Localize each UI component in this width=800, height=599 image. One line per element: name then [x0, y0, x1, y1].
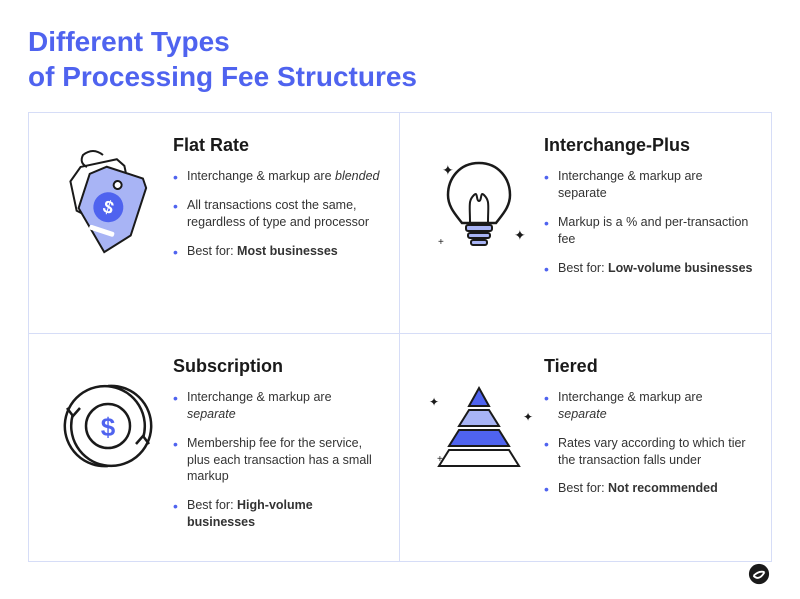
bullet-list: Interchange & markup are blended All tra… — [173, 168, 381, 260]
bullet: Membership fee for the service, plus eac… — [173, 435, 381, 486]
svg-text:✦: ✦ — [514, 227, 526, 243]
bullet: Best for: Low-volume businesses — [544, 260, 753, 277]
fee-structure-grid: $ Flat Rate Interchange & markup are ble… — [28, 112, 772, 562]
bullet: All transactions cost the same, regardle… — [173, 197, 381, 231]
svg-text:✦: ✦ — [523, 410, 533, 424]
page-title: Different Types of Processing Fee Struct… — [28, 24, 772, 94]
refresh-dollar-icon: $ — [43, 366, 173, 486]
price-tag-icon: $ — [43, 145, 173, 265]
bullet-list: Interchange & markup are separate Rates … — [544, 389, 753, 497]
pyramid-icon: ✦ ✦ + — [414, 366, 544, 486]
bullet: Interchange & markup are separate — [173, 389, 381, 423]
card-title: Tiered — [544, 356, 753, 377]
title-line-2: of Processing Fee Structures — [28, 61, 417, 92]
card-tiered: ✦ ✦ + Tiered Interchange & markup are se… — [400, 334, 771, 561]
bullet: Rates vary according to which tier the t… — [544, 435, 753, 469]
bullet: Interchange & markup are blended — [173, 168, 381, 185]
lightbulb-icon: ✦ ✦ + — [414, 145, 544, 265]
card-content: Tiered Interchange & markup are separate… — [544, 356, 753, 509]
bullet: Markup is a % and per-transaction fee — [544, 214, 753, 248]
card-title: Flat Rate — [173, 135, 381, 156]
bullet: Interchange & markup are separate — [544, 389, 753, 423]
card-content: Subscription Interchange & markup are se… — [173, 356, 381, 543]
bullet: Best for: High-volume businesses — [173, 497, 381, 531]
bullet: Interchange & markup are separate — [544, 168, 753, 202]
svg-text:$: $ — [101, 412, 116, 442]
card-flat-rate: $ Flat Rate Interchange & markup are ble… — [29, 113, 400, 334]
bullet-list: Interchange & markup are separate Member… — [173, 389, 381, 531]
bullet: Best for: Not recommended — [544, 480, 753, 497]
card-subscription: $ Subscription Interchange & markup are … — [29, 334, 400, 561]
svg-text:✦: ✦ — [429, 395, 439, 409]
title-line-1: Different Types — [28, 26, 230, 57]
svg-text:✦: ✦ — [442, 162, 454, 178]
card-title: Interchange-Plus — [544, 135, 753, 156]
card-content: Flat Rate Interchange & markup are blend… — [173, 135, 381, 272]
svg-text:+: + — [438, 237, 444, 248]
footer-logo-icon — [748, 563, 770, 585]
bullet: Best for: Most businesses — [173, 243, 381, 260]
card-content: Interchange-Plus Interchange & markup ar… — [544, 135, 753, 288]
card-title: Subscription — [173, 356, 381, 377]
card-interchange-plus: ✦ ✦ + Interchange-Plus Interchange & mar… — [400, 113, 771, 334]
bullet-list: Interchange & markup are separate Markup… — [544, 168, 753, 276]
